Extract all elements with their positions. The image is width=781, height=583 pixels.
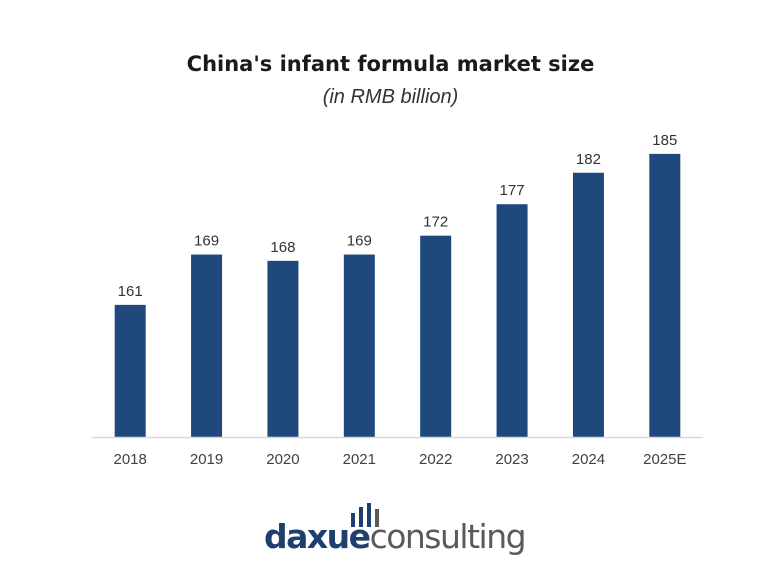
bars-group: 161 169 168 169 172 177 182 185 — [114, 132, 681, 437]
x-tick-labels: 2018 2019 2020 2021 2022 2023 2024 2025E — [114, 451, 687, 468]
bar-2023 — [496, 204, 528, 437]
bar-2022 — [420, 235, 452, 437]
bar-value-label-2023: 177 — [500, 182, 525, 199]
x-tick-label-2021: 2021 — [343, 451, 376, 468]
chart-title: China's infant formula market size — [186, 52, 595, 76]
x-tick-label-2018: 2018 — [114, 451, 147, 468]
bar-value-label-2020: 168 — [270, 239, 295, 256]
chart-subtitle: (in RMB billion) — [322, 86, 459, 108]
bar-value-label-2024: 182 — [576, 151, 601, 168]
bar-value-label-2021: 169 — [347, 233, 372, 250]
bar-2021 — [343, 254, 375, 437]
bar-value-label-2025E: 185 — [652, 132, 677, 149]
logo-text-consulting: consulting — [369, 517, 527, 556]
bar-2024 — [572, 172, 604, 437]
bar-2025E — [649, 153, 681, 437]
logo-text-daxue: daxue — [264, 517, 371, 556]
x-tick-label-2019: 2019 — [190, 451, 223, 468]
logo-text: daxueconsulting — [264, 517, 527, 557]
x-tick-label-2022: 2022 — [419, 451, 452, 468]
logo-bars-icon — [351, 503, 379, 527]
bar-value-label-2022: 172 — [423, 214, 448, 231]
x-tick-label-2025E: 2025E — [643, 451, 686, 468]
bar-2020 — [267, 260, 299, 437]
bar-value-label-2018: 161 — [118, 283, 143, 300]
bar-2019 — [191, 254, 223, 437]
x-tick-label-2023: 2023 — [495, 451, 528, 468]
bar-value-label-2019: 169 — [194, 233, 219, 250]
daxue-consulting-logo: daxueconsulting — [264, 503, 534, 563]
x-tick-label-2020: 2020 — [266, 451, 299, 468]
x-tick-label-2024: 2024 — [572, 451, 605, 468]
bar-2018 — [114, 304, 146, 437]
